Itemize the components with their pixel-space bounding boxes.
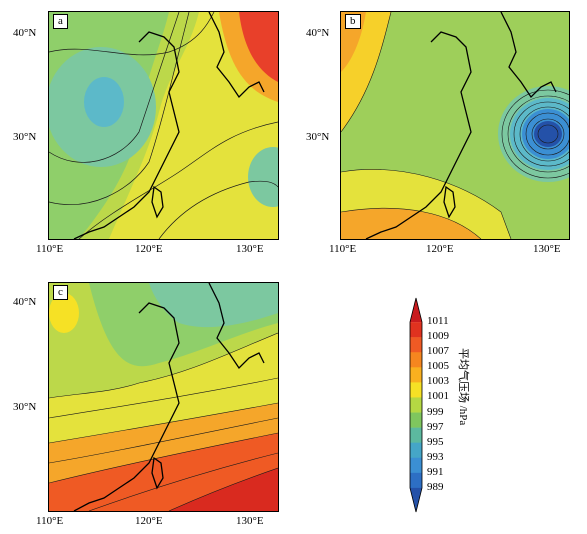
- pressure-field-b: [341, 12, 569, 239]
- panel-label-c: c: [53, 285, 68, 300]
- lon-tick-b-130: 130°E: [533, 243, 561, 255]
- lat-tick-c-40: 40°N: [13, 296, 37, 308]
- lon-tick-c-110: 110°E: [36, 515, 64, 527]
- colorbar: [409, 297, 423, 513]
- lon-tick-a-130: 130°E: [236, 243, 264, 255]
- colorbar-title: 平均气压场 /hPa: [457, 348, 469, 426]
- pressure-field-c: [49, 283, 278, 511]
- panel-label-b: b: [345, 14, 361, 29]
- colorbar-segment: [410, 382, 422, 398]
- lat-tick-b-30: 30°N: [306, 131, 330, 143]
- colorbar-segment: [410, 442, 422, 459]
- lon-tick-a-110: 110°E: [36, 243, 64, 255]
- colorbar-segment: [410, 322, 422, 338]
- lon-tick-b-120: 120°E: [426, 243, 454, 255]
- lat-tick-c-30: 30°N: [13, 401, 37, 413]
- colorbar-segment: [410, 457, 422, 474]
- panel-b-map: b: [340, 11, 570, 240]
- colorbar-segment: [410, 352, 422, 368]
- lon-tick-b-110: 110°E: [329, 243, 357, 255]
- colorbar-tick-label: 1001: [427, 390, 449, 403]
- lat-tick-a-30: 30°N: [13, 131, 37, 143]
- colorbar-tick-label: 1005: [427, 360, 449, 373]
- colorbar-segment: [410, 298, 422, 323]
- colorbar-tick-label: 999: [427, 405, 444, 418]
- colorbar-outline: [409, 297, 423, 513]
- colorbar-tick-label: 989: [427, 480, 444, 493]
- colorbar-tick-label: 1009: [427, 330, 449, 343]
- lat-tick-a-40: 40°N: [13, 27, 37, 39]
- colorbar-tick-label: 1011: [427, 315, 449, 328]
- colorbar-segment: [410, 412, 422, 428]
- panel-label-a: a: [53, 14, 68, 29]
- colorbar-tick-label: 1007: [427, 345, 449, 358]
- colorbar-tick-label: 995: [427, 435, 444, 448]
- pressure-field-a: [49, 12, 278, 239]
- colorbar-segment: [410, 367, 422, 383]
- colorbar-segment: [410, 487, 422, 512]
- lon-tick-c-120: 120°E: [135, 515, 163, 527]
- lon-tick-a-120: 120°E: [135, 243, 163, 255]
- colorbar-segment: [410, 337, 422, 353]
- colorbar-segment: [410, 472, 422, 489]
- lon-tick-c-130: 130°E: [236, 515, 264, 527]
- colorbar-segment: [410, 397, 422, 413]
- colorbar-tick-label: 997: [427, 420, 444, 433]
- colorbar-tick-label: 993: [427, 450, 444, 463]
- colorbar-tick-label: 991: [427, 465, 444, 478]
- lat-tick-b-40: 40°N: [306, 27, 330, 39]
- colorbar-tick-label: 1003: [427, 375, 449, 388]
- panel-c-map: c: [48, 282, 279, 512]
- colorbar-segment: [410, 427, 422, 443]
- panel-a-map: a: [48, 11, 279, 240]
